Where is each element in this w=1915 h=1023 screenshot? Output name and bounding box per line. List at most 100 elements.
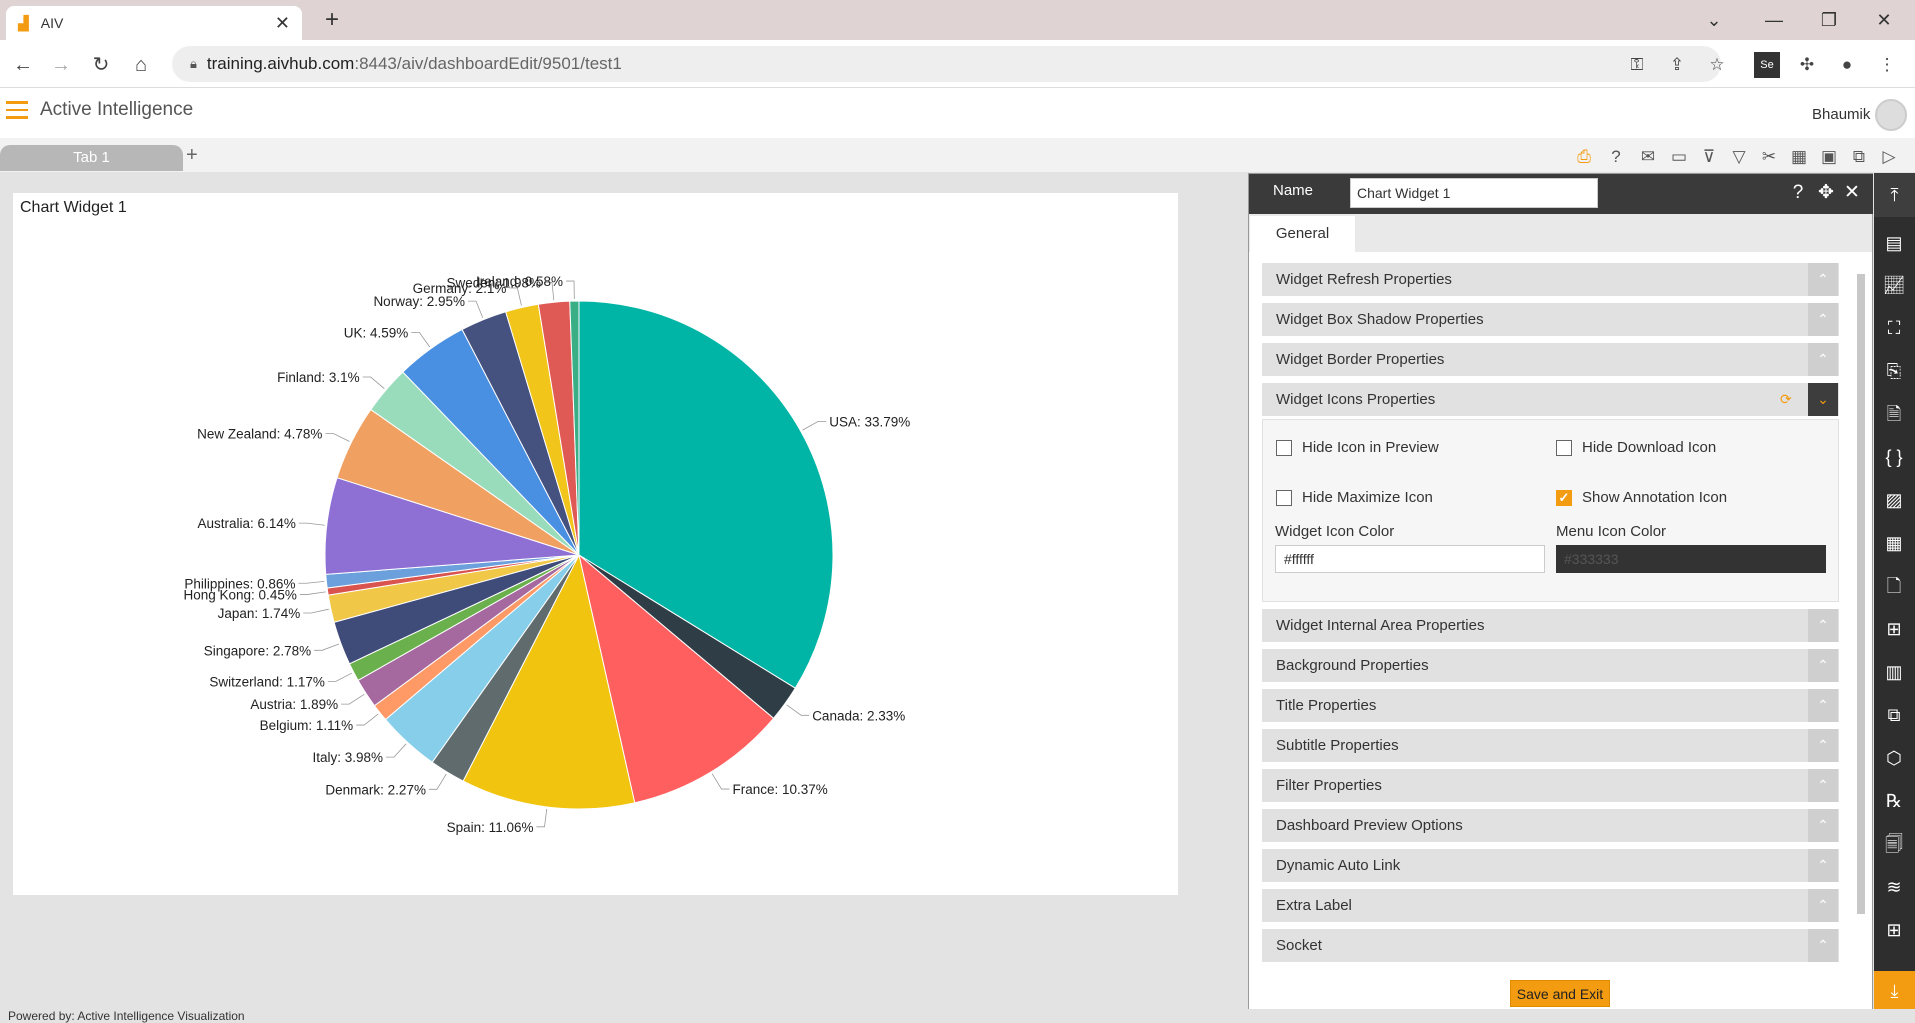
pie-slice-ireland[interactable]: [569, 300, 580, 556]
map-widget-icon[interactable]: ⛶: [1887, 318, 1901, 338]
tree-icon[interactable]: ⊞: [1886, 619, 1902, 639]
text-widget-icon[interactable]: ▤: [1885, 233, 1903, 253]
user-name[interactable]: Bhaumik: [1812, 106, 1871, 123]
expand-chevron-icon[interactable]: ⌃: [1808, 609, 1838, 642]
hide-icon-preview-checkbox[interactable]: [1276, 440, 1292, 456]
bar-chart-icon[interactable]: ▥: [1885, 662, 1903, 682]
panel-scrollbar[interactable]: [1855, 258, 1867, 958]
form-icon[interactable]: 🗐︎: [1885, 834, 1903, 854]
document-icon[interactable]: 🗎︎: [1886, 404, 1902, 424]
section-widget-box-shadow-properties[interactable]: Widget Box Shadow Properties: [1262, 303, 1839, 336]
image-icon[interactable]: ▨: [1885, 490, 1903, 510]
section-widget-icons-properties[interactable]: Widget Icons Properties: [1262, 383, 1839, 416]
hide-download-icon-checkbox[interactable]: [1556, 440, 1572, 456]
restore-icon[interactable]: ❐: [1820, 10, 1838, 30]
section-dashboard-preview-options[interactable]: Dashboard Preview Options: [1262, 809, 1839, 842]
help-icon[interactable]: ?: [1611, 147, 1621, 166]
email-icon[interactable]: ✉: [1640, 147, 1656, 166]
reload-icon[interactable]: ↻: [92, 54, 110, 76]
expand-chevron-icon[interactable]: ⌃: [1808, 303, 1838, 336]
pie-label-connector: [314, 643, 340, 651]
hide-maximize-icon-checkbox[interactable]: [1276, 490, 1292, 506]
formula-icon[interactable]: ℞: [1885, 791, 1903, 811]
tab-search-icon[interactable]: ⌄: [1706, 10, 1722, 30]
save-and-exit-button[interactable]: Save and Exit: [1510, 980, 1610, 1007]
widget-name-input[interactable]: [1350, 178, 1598, 208]
copy-icon[interactable]: ⧉: [1887, 705, 1901, 725]
code-icon[interactable]: { }: [1885, 447, 1903, 467]
browser-menu-icon[interactable]: ⋮: [1878, 55, 1896, 74]
sidebar-download-icon[interactable]: ⤓: [1874, 971, 1915, 1011]
section-widget-border-properties[interactable]: Widget Border Properties: [1262, 343, 1839, 376]
pie-label-connector: [362, 376, 385, 390]
pie-slice-usa[interactable]: [578, 300, 834, 689]
reset-icon[interactable]: ⟳: [1780, 391, 1792, 407]
window-close-icon[interactable]: ✕: [1876, 10, 1892, 30]
pie-slice-france[interactable]: [578, 553, 775, 804]
section-subtitle-properties[interactable]: Subtitle Properties: [1262, 729, 1839, 762]
section-widget-refresh-properties[interactable]: Widget Refresh Properties: [1262, 263, 1839, 296]
profile-icon[interactable]: ●: [1841, 55, 1853, 74]
expand-chevron-icon[interactable]: ⌃: [1808, 689, 1838, 722]
play-icon[interactable]: ▷: [1882, 147, 1896, 166]
forward-icon[interactable]: →: [51, 54, 71, 76]
minimize-icon[interactable]: —: [1765, 10, 1783, 30]
add-tab-button[interactable]: +: [186, 144, 198, 166]
clear-filter-icon[interactable]: ⊽: [1702, 147, 1716, 166]
section-widget-internal-area-properties[interactable]: Widget Internal Area Properties: [1262, 609, 1839, 642]
expand-chevron-icon[interactable]: ⌃: [1808, 849, 1838, 882]
address-bar[interactable]: 🔒︎ training.aivhub.com :8443/aiv/dashboa…: [172, 46, 1721, 82]
section-filter-properties[interactable]: Filter Properties: [1262, 769, 1839, 802]
filter-icon[interactable]: ▽: [1732, 147, 1746, 166]
embed-icon[interactable]: ▣: [1820, 147, 1838, 166]
browser-tab[interactable]: ▟ AIV ✕: [6, 6, 302, 40]
close-icon[interactable]: ✕: [1844, 182, 1860, 203]
comment-icon[interactable]: ▭: [1670, 147, 1688, 166]
report-widget-icon[interactable]: ⎘: [1886, 361, 1902, 381]
share-icon[interactable]: ⇪: [1669, 55, 1685, 74]
section-extra-label[interactable]: Extra Label: [1262, 889, 1839, 922]
expand-chevron-icon[interactable]: ⌃: [1808, 889, 1838, 922]
bookmark-star-icon[interactable]: ☆: [1709, 55, 1725, 74]
add-widget-icon[interactable]: ⊞: [1886, 920, 1902, 940]
hamburger-menu-icon[interactable]: [6, 101, 28, 121]
section-background-properties[interactable]: Background Properties: [1262, 649, 1839, 682]
expand-chevron-icon[interactable]: ⌃: [1808, 929, 1838, 962]
table-icon[interactable]: ▦: [1790, 147, 1808, 166]
chart-widget-icon[interactable]: 📈︎: [1882, 275, 1906, 295]
selenium-extension-icon[interactable]: Se: [1754, 52, 1780, 78]
file-icon[interactable]: 🗋︎: [1886, 576, 1902, 596]
section-dynamic-auto-link[interactable]: Dynamic Auto Link: [1262, 849, 1839, 882]
save-icon[interactable]: ⎙: [1577, 147, 1591, 166]
devices-icon[interactable]: ⧉: [1852, 147, 1866, 166]
section-title-properties[interactable]: Title Properties: [1262, 689, 1839, 722]
collapse-chevron-icon[interactable]: ⌄: [1808, 383, 1838, 416]
pie-slice-spain[interactable]: [462, 553, 636, 810]
widget-icon-color-input[interactable]: #ffffff: [1275, 545, 1545, 573]
show-annotation-icon-checkbox[interactable]: ✓: [1556, 490, 1572, 506]
tab-1[interactable]: Tab 1: [0, 145, 183, 171]
menu-icon-color-input[interactable]: #333333: [1556, 545, 1826, 573]
back-icon[interactable]: ←: [13, 54, 33, 76]
move-icon[interactable]: ✥: [1818, 182, 1834, 203]
close-tab-icon[interactable]: ✕: [274, 12, 290, 33]
expand-chevron-icon[interactable]: ⌃: [1808, 263, 1838, 296]
new-tab-button[interactable]: +: [324, 6, 339, 33]
grid-icon[interactable]: ▦: [1885, 533, 1903, 553]
key-icon[interactable]: ⚿: [1630, 55, 1644, 74]
expand-chevron-icon[interactable]: ⌃: [1808, 649, 1838, 682]
expand-chevron-icon[interactable]: ⌃: [1808, 343, 1838, 376]
home-icon[interactable]: ⌂: [134, 54, 148, 76]
cubes-icon[interactable]: ⬡: [1886, 748, 1902, 768]
section-socket[interactable]: Socket: [1262, 929, 1839, 962]
expand-chevron-icon[interactable]: ⌃: [1808, 729, 1838, 762]
expand-chevron-icon[interactable]: ⌃: [1808, 809, 1838, 842]
tools-icon[interactable]: ✂: [1761, 147, 1777, 166]
tab-general[interactable]: General: [1250, 216, 1355, 252]
avatar[interactable]: [1875, 99, 1907, 131]
help-icon[interactable]: ?: [1792, 182, 1804, 203]
sidebar-collapse-icon[interactable]: ⤒: [1874, 173, 1915, 217]
expand-chevron-icon[interactable]: ⌃: [1808, 769, 1838, 802]
extensions-puzzle-icon[interactable]: ✣: [1799, 55, 1815, 74]
layers-icon[interactable]: ≋: [1886, 877, 1902, 897]
